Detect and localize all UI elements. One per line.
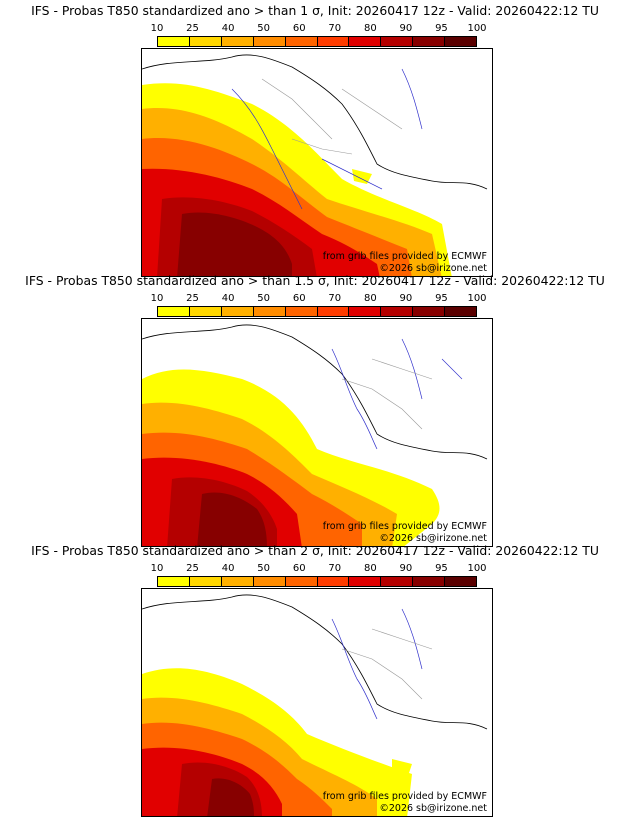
colorbar-segment — [445, 37, 477, 46]
colorbar-segment — [381, 37, 414, 46]
colorbar-ticks: 10 25 40 50 60 70 80 90 95 100 — [151, 293, 487, 305]
colorbar-tick-label: 95 — [435, 293, 448, 304]
probability-map: from grib files provided by ECMWF ©2026 … — [141, 588, 493, 817]
colorbar-tick-label: 50 — [257, 563, 271, 574]
colorbar-segment — [221, 577, 254, 586]
colorbar-tick-label: 95 — [435, 563, 448, 574]
colorbar-tick-label: 10 — [150, 563, 164, 574]
colorbar-tick-label: 25 — [186, 23, 199, 34]
colorbar-segment — [221, 307, 254, 316]
colorbar-segment — [221, 37, 254, 46]
colorbar-segment — [413, 37, 446, 46]
colorbar-segment — [349, 37, 382, 46]
colorbar-tick-label: 100 — [467, 563, 487, 574]
colorbar-ticks: 10 25 40 50 60 70 80 90 95 100 — [151, 23, 487, 35]
colorbar-tick-label: 70 — [328, 23, 342, 34]
colorbar-tick-label: 40 — [221, 23, 235, 34]
colorbar — [157, 576, 477, 587]
colorbar-tick-label: 10 — [150, 293, 164, 304]
colorbar — [157, 306, 477, 317]
colorbar-segment — [158, 577, 190, 586]
colorbar-segment — [413, 577, 446, 586]
copyright: ©2026 sb@irizone.net — [379, 533, 487, 544]
colorbar-tick-label: 90 — [399, 293, 413, 304]
data-credit: from grib files provided by ECMWF — [322, 521, 487, 532]
map-panel-2-sigma: IFS - Probas T850 standardized ano > tha… — [0, 540, 630, 817]
colorbar-tick-label: 100 — [467, 23, 487, 34]
copyright: ©2026 sb@irizone.net — [379, 263, 487, 274]
colorbar-segment — [413, 307, 446, 316]
colorbar-tick-label: 90 — [399, 563, 413, 574]
probability-map: from grib files provided by ECMWF ©2026 … — [141, 318, 493, 547]
colorbar-tick-label: 25 — [186, 293, 199, 304]
panel-title: IFS - Probas T850 standardized ano > tha… — [31, 543, 599, 558]
colorbar-segment — [349, 577, 382, 586]
colorbar-segment — [253, 37, 286, 46]
colorbar-tick-label: 60 — [292, 563, 306, 574]
colorbar-segment — [158, 307, 190, 316]
panel-title: IFS - Probas T850 standardized ano > tha… — [25, 273, 605, 288]
map-canvas — [142, 324, 488, 546]
colorbar-segment — [285, 37, 318, 46]
colorbar-tick-label: 80 — [363, 23, 377, 34]
colorbar-tick-label: 60 — [292, 293, 306, 304]
data-credit: from grib files provided by ECMWF — [322, 791, 487, 802]
colorbar-tick-label: 50 — [257, 293, 271, 304]
colorbar-segment — [381, 307, 414, 316]
colorbar-segment — [189, 37, 222, 46]
panel-title: IFS - Probas T850 standardized ano > tha… — [31, 3, 599, 18]
probability-map: from grib files provided by ECMWF ©2026 … — [141, 48, 493, 277]
copyright: ©2026 sb@irizone.net — [379, 803, 487, 814]
colorbar-tick-label: 10 — [150, 23, 164, 34]
colorbar-segment — [317, 37, 350, 46]
map-panel-1-sigma: IFS - Probas T850 standardized ano > tha… — [0, 0, 630, 277]
map-panel-1-5-sigma: IFS - Probas T850 standardized ano > tha… — [0, 270, 630, 547]
colorbar-segment — [445, 577, 477, 586]
colorbar-tick-label: 95 — [435, 23, 448, 34]
data-credit: from grib files provided by ECMWF — [322, 251, 487, 262]
colorbar-segment — [317, 577, 350, 586]
colorbar-tick-label: 40 — [221, 293, 235, 304]
colorbar-segment — [285, 307, 318, 316]
colorbar-segment — [381, 577, 414, 586]
colorbar-tick-label: 80 — [363, 563, 377, 574]
colorbar-tick-label: 70 — [328, 293, 342, 304]
colorbar-tick-label: 60 — [292, 23, 306, 34]
colorbar-segment — [189, 307, 222, 316]
colorbar-ticks: 10 25 40 50 60 70 80 90 95 100 — [151, 563, 487, 575]
map-canvas — [142, 594, 488, 816]
colorbar-segment — [158, 37, 190, 46]
colorbar-segment — [253, 577, 286, 586]
colorbar-tick-label: 80 — [363, 293, 377, 304]
colorbar-segment — [349, 307, 382, 316]
colorbar-tick-label: 90 — [399, 23, 413, 34]
colorbar-tick-label: 40 — [221, 563, 235, 574]
colorbar-segment — [189, 577, 222, 586]
colorbar-segment — [253, 307, 286, 316]
colorbar-tick-label: 100 — [467, 293, 487, 304]
colorbar-segment — [285, 577, 318, 586]
colorbar-tick-label: 50 — [257, 23, 271, 34]
colorbar-tick-label: 25 — [186, 563, 199, 574]
colorbar-segment — [445, 307, 477, 316]
colorbar-tick-label: 70 — [328, 563, 342, 574]
map-canvas — [142, 54, 488, 276]
colorbar-segment — [317, 307, 350, 316]
colorbar — [157, 36, 477, 47]
